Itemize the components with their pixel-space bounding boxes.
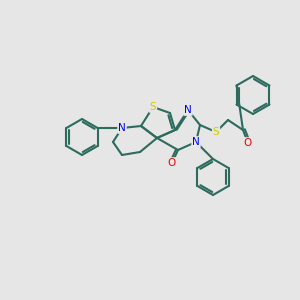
Text: N: N	[184, 105, 192, 115]
Text: N: N	[192, 137, 200, 147]
Text: O: O	[244, 138, 252, 148]
Text: S: S	[213, 127, 219, 137]
Text: S: S	[150, 102, 156, 112]
Text: N: N	[118, 123, 126, 133]
Text: O: O	[168, 158, 176, 168]
